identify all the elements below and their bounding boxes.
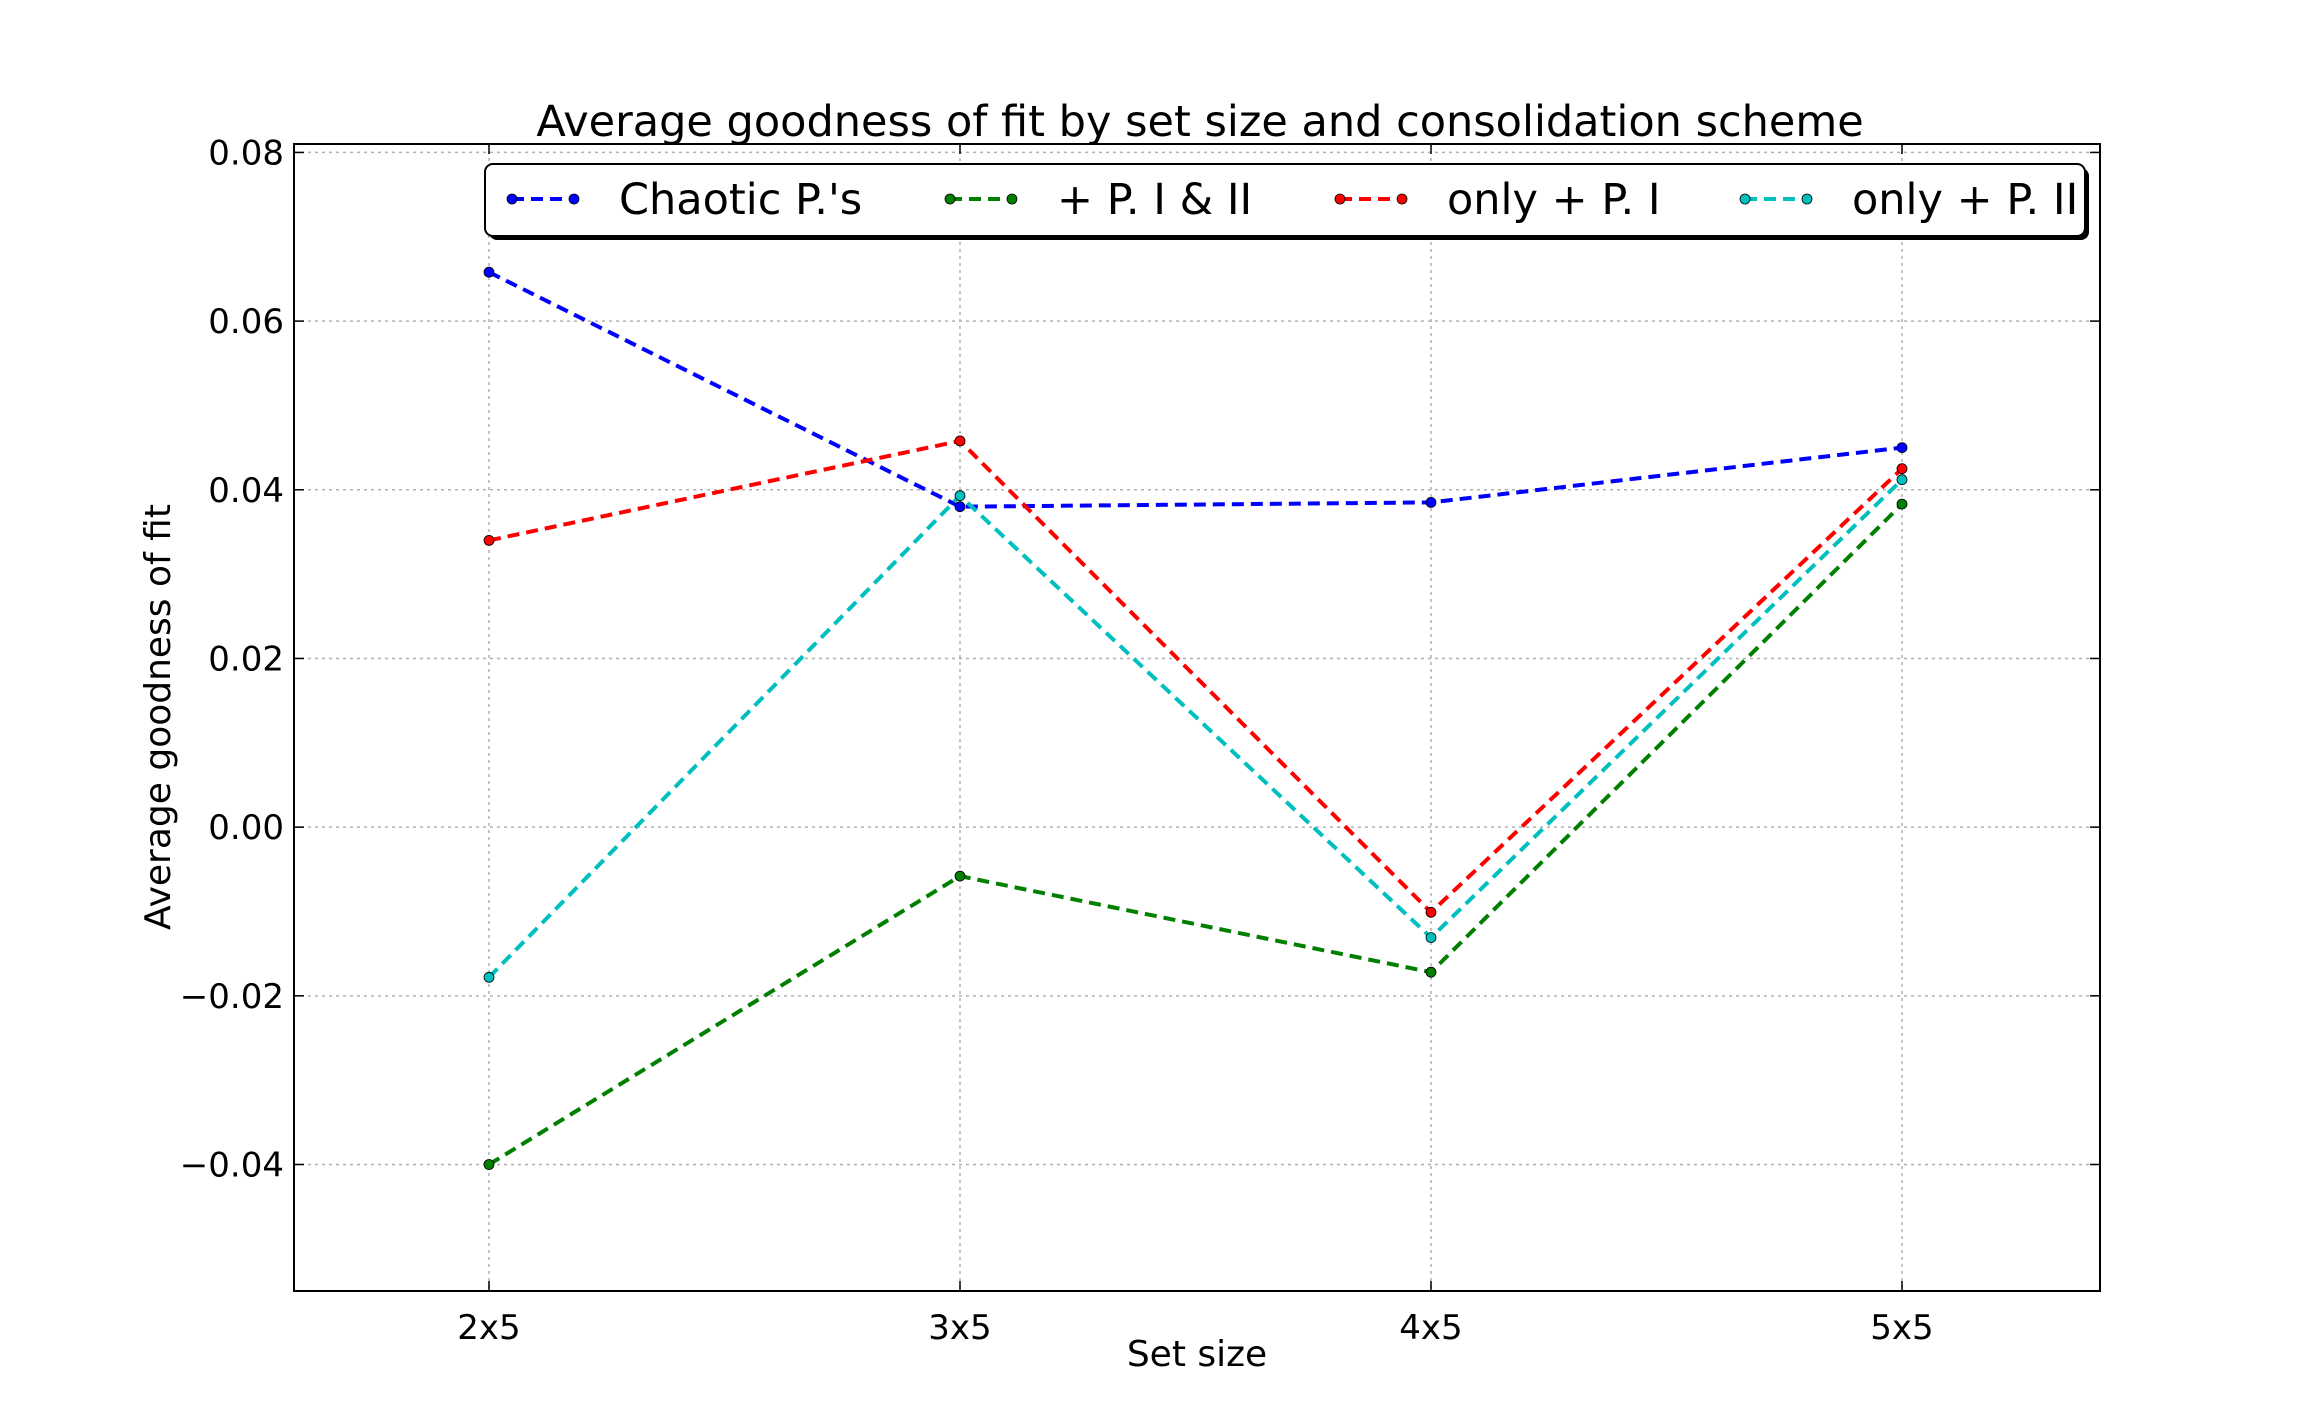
data-point bbox=[1896, 498, 1908, 510]
series-line bbox=[487, 502, 1904, 1167]
data-point bbox=[1425, 906, 1437, 918]
legend-swatch-marker bbox=[1801, 193, 1813, 205]
ticks: −0.04 −0.02 0.00 0.02 0.04 0.06 0.08 2x5 3x5 4x5 5… bbox=[180, 133, 2100, 1348]
series-line bbox=[487, 478, 1904, 979]
chart-title: Average goodness of fit by set size and … bbox=[536, 97, 1863, 147]
x-tick-label: 3x5 bbox=[928, 1308, 991, 1348]
x-tick-label: 5x5 bbox=[1870, 1308, 1933, 1348]
series-1 bbox=[483, 266, 1908, 513]
y-tick-label: 0.00 bbox=[208, 808, 284, 848]
legend-label: Chaotic P.'s bbox=[619, 175, 862, 225]
legend-label: + P. I & II bbox=[1057, 175, 1252, 225]
plot-frame bbox=[293, 143, 2101, 1292]
legend: Chaotic P.'s + P. I & II only + P. I only +… bbox=[484, 163, 2089, 240]
legend-swatch-marker bbox=[568, 193, 580, 205]
legend-swatch-marker bbox=[1334, 193, 1346, 205]
x-tick-label: 4x5 bbox=[1399, 1308, 1462, 1348]
data-point bbox=[483, 1159, 495, 1170]
data-point bbox=[1896, 463, 1908, 475]
data-point bbox=[1896, 442, 1908, 454]
data-point bbox=[483, 971, 495, 983]
legend-swatch-marker bbox=[1006, 193, 1018, 205]
x-axis-label: Set size bbox=[1127, 1334, 1267, 1375]
data-point bbox=[1425, 496, 1437, 508]
y-tick-label: 0.08 bbox=[208, 133, 284, 173]
data-point bbox=[483, 266, 495, 278]
series-4 bbox=[483, 474, 1908, 983]
y-tick-label: 0.06 bbox=[208, 302, 284, 342]
legend-label: only + P. II bbox=[1852, 175, 2078, 225]
data-point bbox=[1425, 932, 1437, 943]
data-point bbox=[954, 870, 966, 882]
y-tick-label: −0.02 bbox=[180, 977, 284, 1017]
series-line bbox=[488, 438, 1904, 916]
legend-swatch-marker bbox=[944, 193, 956, 205]
data-point bbox=[1425, 966, 1437, 978]
data-point bbox=[954, 501, 966, 513]
series-layer bbox=[483, 266, 1908, 1170]
series-2 bbox=[483, 498, 1908, 1170]
grid bbox=[294, 144, 2100, 1291]
data-point bbox=[1896, 474, 1908, 486]
data-point bbox=[483, 535, 495, 546]
series-line bbox=[488, 270, 1903, 509]
legend-swatch-marker bbox=[1396, 193, 1408, 205]
legend-swatch-marker bbox=[1739, 193, 1751, 205]
y-tick-label: 0.04 bbox=[208, 471, 284, 511]
legend-label: only + P. I bbox=[1447, 175, 1661, 225]
x-tick-label: 2x5 bbox=[457, 1308, 520, 1348]
y-tick-label: 0.02 bbox=[208, 639, 284, 679]
series-3 bbox=[483, 435, 1908, 918]
data-point bbox=[954, 435, 966, 447]
legend-box bbox=[484, 163, 2086, 237]
data-point bbox=[954, 490, 966, 502]
legend-swatch-marker bbox=[506, 193, 518, 205]
y-tick-label: −0.04 bbox=[180, 1145, 284, 1185]
y-axis-label: Average goodness of fit bbox=[138, 504, 179, 930]
